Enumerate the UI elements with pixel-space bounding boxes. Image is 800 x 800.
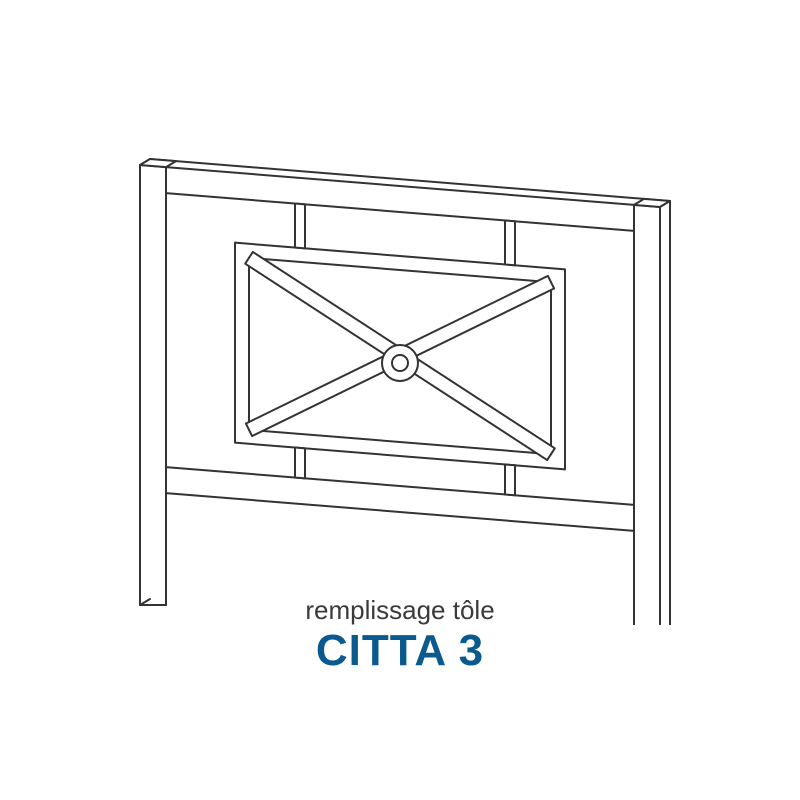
labels: remplissage tôle CITTA 3: [305, 635, 494, 676]
barrier-svg: [80, 125, 720, 625]
barrier-diagram: [80, 125, 720, 625]
product-title: CITTA 3: [305, 626, 494, 676]
